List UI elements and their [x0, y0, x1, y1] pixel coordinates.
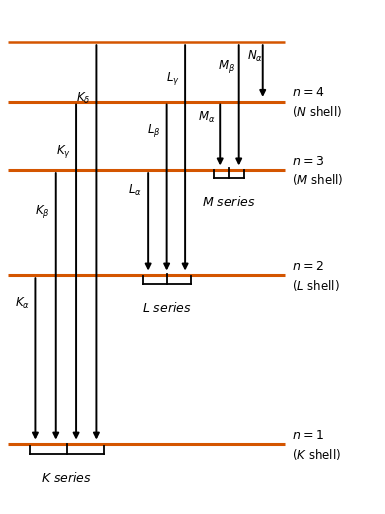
Text: $K_{\alpha}$: $K_{\alpha}$ [15, 296, 30, 310]
Text: $M_{\beta}$: $M_{\beta}$ [218, 58, 235, 75]
Text: $(K$ shell$)$: $(K$ shell$)$ [292, 447, 341, 462]
Text: $K$ series: $K$ series [41, 471, 92, 485]
Text: $L$ series: $L$ series [142, 302, 191, 316]
Text: $L_{\alpha}$: $L_{\alpha}$ [128, 183, 142, 198]
Text: $K_{\beta}$: $K_{\beta}$ [35, 203, 50, 220]
Text: $M$ series: $M$ series [202, 195, 256, 210]
Text: $(N$ shell$)$: $(N$ shell$)$ [292, 104, 342, 119]
Text: $n = 1$: $n = 1$ [292, 429, 324, 442]
Text: $K_{\gamma}$: $K_{\gamma}$ [56, 143, 71, 160]
Text: $(L$ shell$)$: $(L$ shell$)$ [292, 278, 340, 292]
Text: $L_{\beta}$: $L_{\beta}$ [147, 122, 161, 139]
Text: $M_{\alpha}$: $M_{\alpha}$ [198, 110, 216, 125]
Text: $K_{\delta}$: $K_{\delta}$ [76, 90, 90, 105]
Text: $N_{\alpha}$: $N_{\alpha}$ [247, 49, 263, 64]
Text: $n = 4$: $n = 4$ [292, 86, 325, 99]
Text: $n = 3$: $n = 3$ [292, 155, 325, 168]
Text: $n = 2$: $n = 2$ [292, 260, 324, 273]
Text: $L_{\gamma}$: $L_{\gamma}$ [166, 70, 180, 87]
Text: $(M$ shell$)$: $(M$ shell$)$ [292, 173, 344, 188]
